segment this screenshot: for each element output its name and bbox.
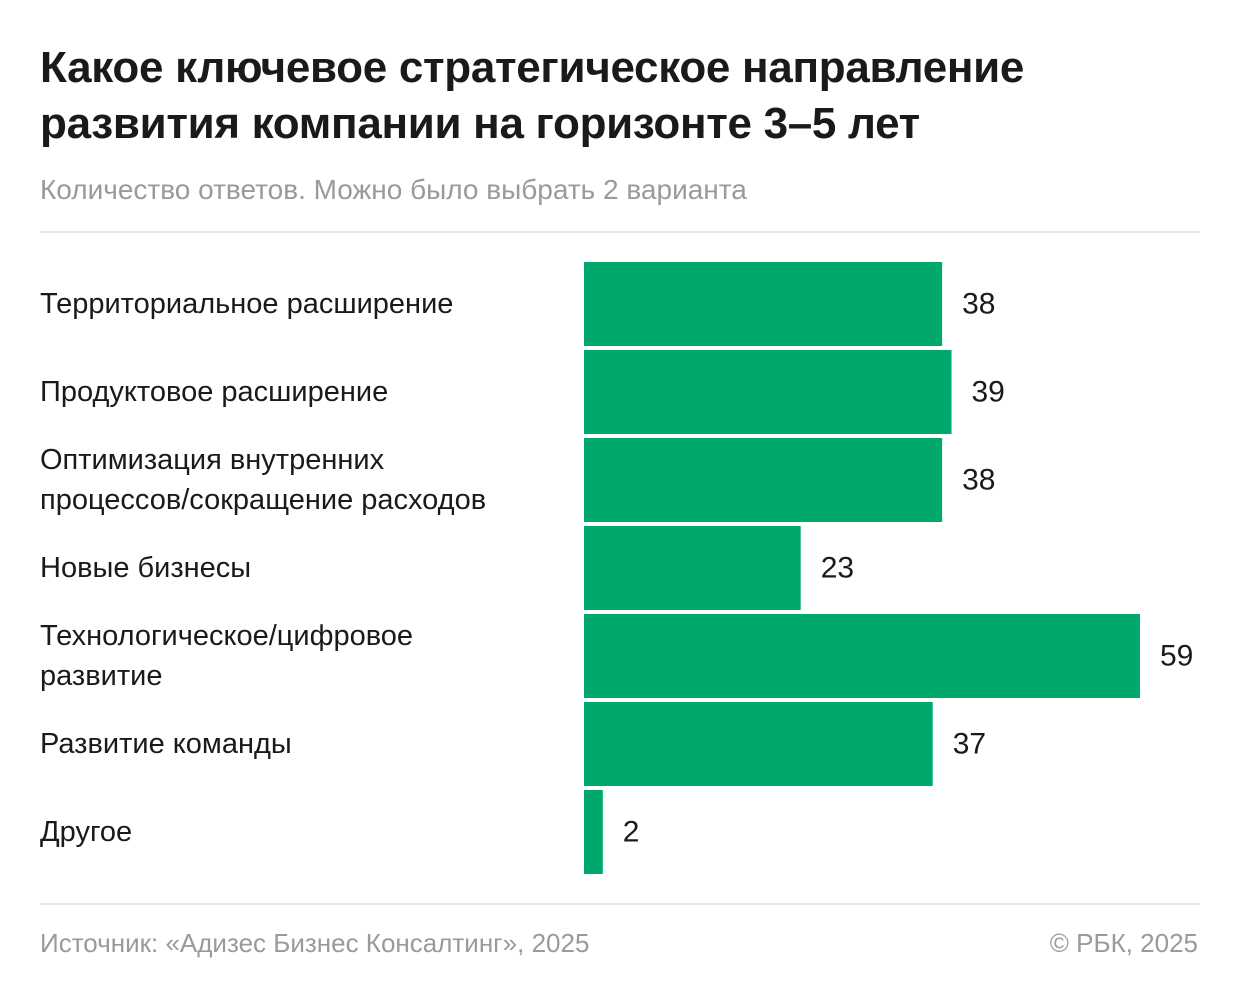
bar-3 [584,438,943,522]
chart-subtitle: Количество ответов. Можно было выбрать 2… [40,174,747,205]
bar-7 [584,790,603,874]
bottom-divider [40,903,1200,905]
value-label-1: 38 [962,288,995,321]
value-label-6: 37 [953,728,986,761]
bar-1 [584,262,943,346]
category-label-6: Развитие команды [40,728,292,760]
category-label-line: Новые бизнесы [40,552,251,584]
value-label-7: 2 [623,816,640,849]
category-label-3: Оптимизация внутренних процессов/сокращен… [40,444,486,516]
category-label-line: развитие [40,660,162,692]
category-label-4: Новые бизнесы [40,552,251,584]
category-label-line: Территориальное расширение [40,288,453,320]
category-label-line: Технологическое/цифровое [40,620,413,652]
category-label-5: Технологическое/цифровое развитие [40,620,413,692]
value-label-3: 38 [962,464,995,497]
category-label-line: Другое [40,816,132,848]
top-divider [40,231,1200,233]
bar-2 [584,350,952,434]
value-label-5: 59 [1160,640,1193,673]
bar-5 [584,614,1140,698]
value-label-4: 23 [821,552,854,585]
category-label-1: Территориальное расширение [40,288,453,320]
bar-6 [584,702,933,786]
category-label-2: Продуктовое расширение [40,376,388,408]
category-label-line: Развитие команды [40,728,292,760]
category-label-line: Продуктовое расширение [40,376,388,408]
category-label-line: процессов/сокращение расходов [40,484,486,516]
copyright-note: © РБК, 2025 [1049,928,1198,958]
category-label-7: Другое [40,816,132,848]
value-label-2: 39 [972,376,1005,409]
source-note: Источник: «Адизес Бизнес Консалтинг», 20… [40,928,590,958]
chart-title: Какое ключевое стратегическое направлени… [40,43,1025,148]
category-label-line: Оптимизация внутренних [40,444,385,476]
bar-4 [584,526,801,610]
